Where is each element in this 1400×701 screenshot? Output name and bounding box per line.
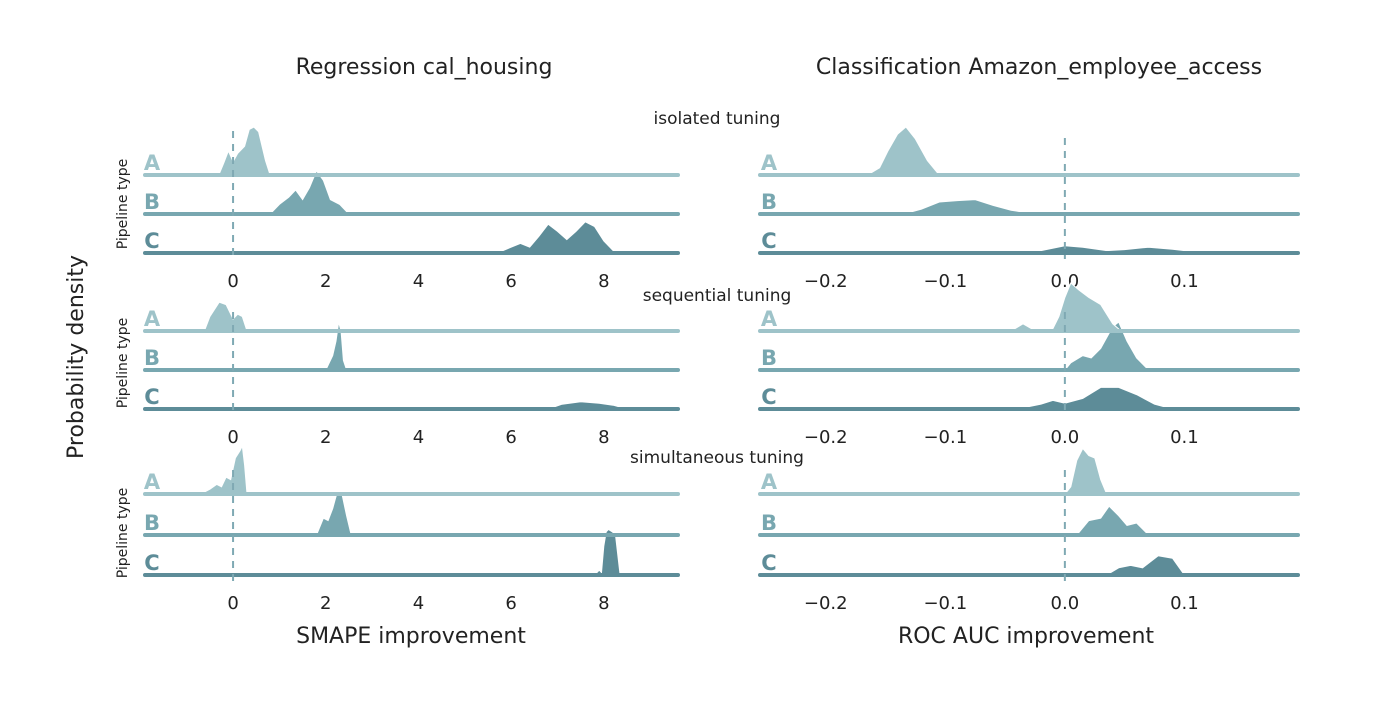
x-tick-label: 0.0 [1051,593,1080,614]
panel-sequential-tuning: CBA −0.2 −0.1 0.0 0.1 [758,282,1300,448]
chart-column-2: Classification Amazon_employee_access ROC… [758,55,1300,649]
ridge-b [315,491,352,536]
series-label-a: A [144,470,161,494]
ridge-b [268,169,351,215]
y-axis-label: Probability density [64,255,89,459]
x-tick-label: 2 [320,593,331,614]
x-tick-label: 8 [598,593,609,614]
ridge-a [200,444,248,495]
series-label-c: C [144,385,159,409]
row-label-2: sequential tuning [643,286,792,306]
panel-simultaneous-tuning: CBA 0 2 4 6 8 [143,444,680,614]
x-tick-label: 6 [505,593,516,614]
series-label-b: B [761,190,777,214]
series-label-c: C [144,551,159,575]
x-axis-label: ROC AUC improvement [898,624,1154,649]
chart-title: Classification Amazon_employee_access [816,55,1262,80]
x-tick-label: −0.1 [923,271,967,292]
series-label-a: A [761,470,778,494]
ridge-a [195,301,248,332]
panel-simultaneous-tuning: CBA −0.2 −0.1 0.0 0.1 [758,447,1300,614]
series-label-b: B [761,511,777,535]
series-label-b: B [144,511,160,535]
ridge-c [593,528,621,576]
x-tick-label: −0.1 [923,427,967,448]
ridge-b [903,199,1036,215]
chart-title: Regression cal_housing [296,55,553,80]
x-tick-label: 6 [505,427,516,448]
series-label-a: A [761,307,778,331]
x-tick-label: 2 [320,427,331,448]
x-tick-label: 8 [598,271,609,292]
ridge-c [1016,386,1173,410]
x-tick-label: 6 [505,271,516,292]
pipeline-type-label: Pipeline type [115,318,131,409]
x-tick-label: 0.0 [1051,427,1080,448]
ridge-a [1009,282,1123,332]
x-tick-label: −0.2 [804,593,848,614]
panel-isolated-tuning: CBA 0 2 4 6 8 [143,126,680,292]
x-tick-label: 0 [227,427,238,448]
ridge-a [205,126,271,176]
ridge-b [1075,505,1150,536]
series-label-a: A [144,307,161,331]
ridge-c [1104,555,1186,576]
pipeline-type-label: Pipeline type [115,159,131,250]
x-tick-label: 4 [413,427,424,448]
series-label-c: C [761,551,776,575]
x-tick-label: −0.2 [804,271,848,292]
x-tick-label: 4 [413,593,424,614]
series-label-a: A [761,151,778,175]
x-tick-label: 0.1 [1170,427,1199,448]
pipeline-type-label: Pipeline type [115,488,131,579]
chart-column-1: Regression cal_housing SMAPE improvement C… [143,55,680,649]
x-tick-label: 0 [227,593,238,614]
ridge-a [1063,447,1108,495]
x-tick-label: −0.2 [804,427,848,448]
series-label-a: A [144,151,161,175]
x-tick-label: 0.1 [1170,271,1199,292]
x-tick-label: 8 [598,427,609,448]
series-label-c: C [761,229,776,253]
row-label-1: isolated tuning [654,109,781,129]
x-tick-label: 2 [320,271,331,292]
ridge-c [497,221,623,254]
x-tick-label: 4 [413,271,424,292]
x-tick-label: −0.1 [923,593,967,614]
x-axis-label: SMAPE improvement [296,624,526,649]
row-label-3: simultaneous tuning [630,448,804,468]
x-tick-label: 0 [227,271,238,292]
x-tick-label: 0.1 [1170,593,1199,614]
panel-sequential-tuning: CBA 0 2 4 6 8 [143,301,680,448]
ridge-a [865,126,941,176]
series-label-b: B [761,346,777,370]
series-label-b: B [144,346,160,370]
chart-columns: isolated tuning sequential tuning simultan… [115,55,1300,649]
panel-isolated-tuning: CBA−0.2 −0.1 0.0 0.1 [758,126,1300,292]
series-label-c: C [761,385,776,409]
series-label-c: C [144,229,159,253]
series-label-b: B [144,190,160,214]
